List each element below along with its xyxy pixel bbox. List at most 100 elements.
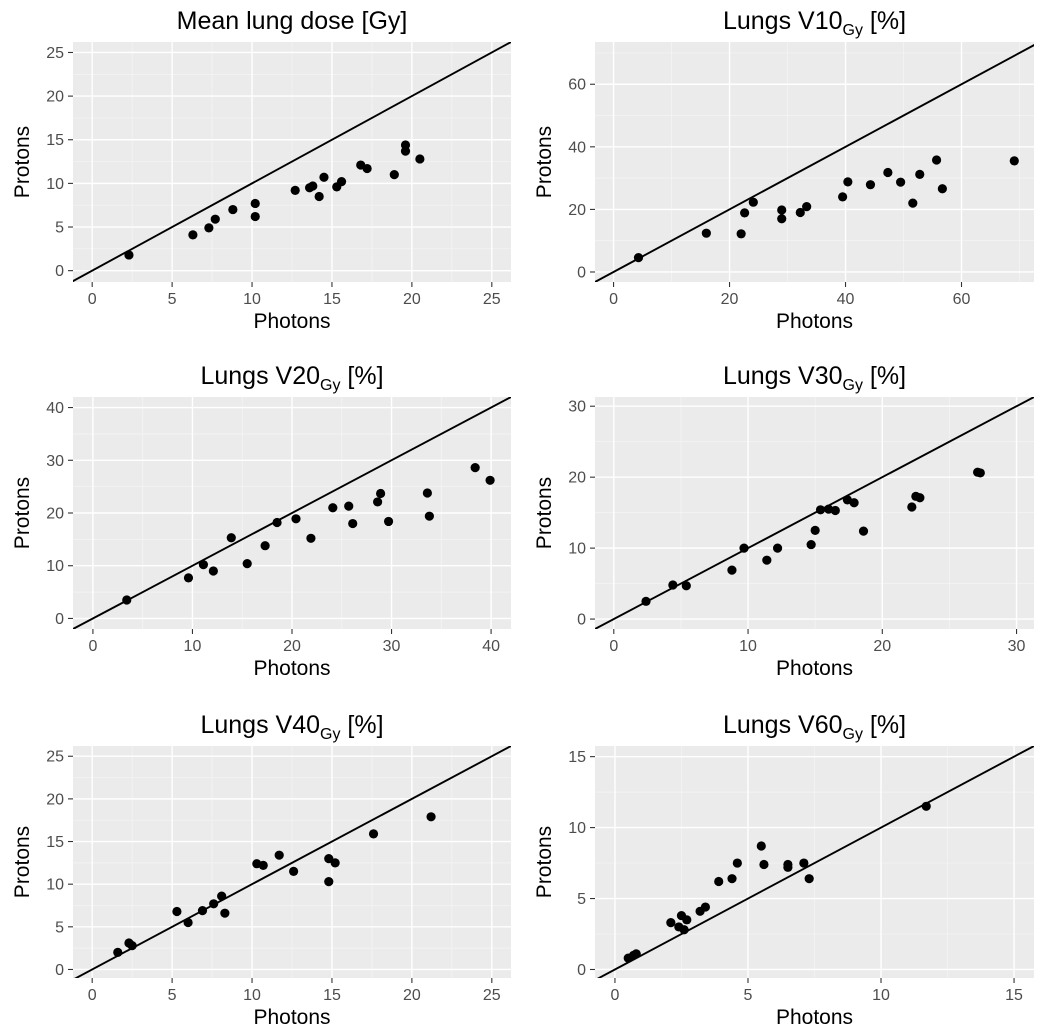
- data-point: [400, 146, 411, 156]
- identity-reference-line: [595, 44, 1034, 282]
- chart-panel-3: 0 10 20 30 40 0 10 20 30 40 Lungs V20Gy [%] Photons…: [11, 362, 511, 680]
- x-tick-label: 10: [739, 638, 757, 655]
- panel-title-subscript: Gy: [320, 726, 340, 743]
- x-tick-label: 25: [483, 291, 501, 308]
- panel-title-subscript: Gy: [843, 726, 863, 743]
- panel-title: Mean lung dose [Gy]: [177, 7, 408, 35]
- data-point: [288, 866, 299, 876]
- y-axis-title: Protons: [11, 126, 34, 198]
- data-point: [113, 947, 123, 958]
- x-axis-title: Photons: [776, 1006, 853, 1029]
- identity-reference-line: [73, 42, 511, 282]
- data-point: [748, 197, 758, 207]
- chart-panel-5: 0 5 10 15 20 25 0 5 10 15 20 25 Lungs V40Gy [%] Photo…: [11, 711, 511, 1029]
- data-point: [772, 543, 783, 553]
- y-tick-label: 40: [568, 139, 586, 156]
- x-tick-label: 20: [721, 291, 739, 308]
- data-point: [290, 185, 300, 195]
- data-point: [188, 230, 198, 240]
- data-point: [714, 876, 724, 887]
- x-tick-label: 10: [872, 987, 890, 1004]
- data-point: [727, 565, 737, 575]
- data-point: [732, 858, 742, 868]
- x-tick-label: 0: [88, 987, 97, 1004]
- y-tick-label: 25: [46, 45, 64, 62]
- data-point: [810, 525, 820, 535]
- y-tick-label: 30: [46, 453, 64, 470]
- data-point: [368, 829, 379, 839]
- data-point: [777, 205, 787, 215]
- y-tick-label: 15: [568, 749, 586, 766]
- x-tick-label: 25: [483, 987, 501, 1004]
- data-point: [666, 918, 676, 928]
- data-point: [373, 497, 383, 507]
- data-point: [485, 475, 495, 485]
- data-point: [633, 252, 644, 263]
- identity-reference-line: [73, 397, 511, 629]
- data-point: [668, 580, 678, 590]
- x-axis-title: Photons: [253, 657, 330, 680]
- data-point: [799, 858, 809, 868]
- x-tick-label: 10: [243, 291, 261, 308]
- x-tick-label: 15: [323, 291, 341, 308]
- panel-title-main: Lungs V40: [200, 711, 320, 739]
- x-tick-label: 40: [837, 291, 855, 308]
- data-point: [389, 170, 399, 180]
- y-tick-label: 5: [577, 891, 586, 908]
- y-tick-label: 10: [46, 877, 64, 894]
- data-point: [937, 184, 947, 194]
- chart-panel-6: 0 5 10 15 0 5 10 15 Lungs V60Gy [%] Photons Proton…: [533, 711, 1034, 1029]
- data-point: [830, 505, 840, 516]
- x-tick-label: 20: [873, 638, 891, 655]
- data-point: [424, 511, 434, 521]
- panel-title-unit: [%]: [340, 362, 383, 390]
- panel-title: Lungs V20Gy [%]: [200, 362, 383, 394]
- y-tick-label: 10: [46, 558, 64, 575]
- y-tick-label: 25: [46, 749, 64, 766]
- panel-title-main: Mean lung dose [Gy]: [177, 7, 408, 35]
- data-point: [907, 502, 917, 512]
- y-tick-label: 5: [55, 220, 64, 237]
- chart-panel-1: 0 5 10 15 20 25 0 5 10 15 20 25 Mean lung dose [Gy] P…: [11, 7, 511, 333]
- x-tick-label: 20: [403, 987, 421, 1004]
- data-point: [1009, 156, 1019, 166]
- data-point: [242, 559, 252, 569]
- y-axis-title: Protons: [533, 126, 556, 198]
- data-point: [838, 192, 848, 202]
- y-tick-label: 20: [568, 202, 586, 219]
- data-point: [762, 555, 772, 565]
- identity-reference-line: [74, 746, 511, 978]
- x-tick-label: 5: [168, 987, 177, 1004]
- data-point: [883, 167, 893, 178]
- data-point: [756, 841, 766, 851]
- data-point: [631, 949, 641, 959]
- y-tick-label: 10: [568, 820, 586, 837]
- y-tick-label: 10: [46, 176, 64, 193]
- x-tick-label: 5: [744, 987, 753, 1004]
- x-tick-label: 10: [184, 638, 202, 655]
- data-point: [344, 501, 354, 511]
- y-axis-title: Protons: [533, 477, 556, 549]
- x-tick-label: 15: [1005, 987, 1023, 1004]
- data-point: [736, 229, 746, 239]
- data-point: [795, 207, 805, 218]
- panel-title-main: Lungs V60: [723, 711, 843, 739]
- x-tick-label: 30: [1008, 638, 1026, 655]
- data-point: [759, 859, 769, 870]
- chart-panel-2: 0 20 40 60 0 20 40 60 Lungs V10Gy [%] Photons Prot…: [533, 7, 1034, 333]
- panel-title-unit: [%]: [863, 7, 906, 35]
- data-point: [815, 505, 826, 515]
- y-tick-label: 20: [46, 506, 64, 523]
- x-tick-label: 20: [403, 291, 421, 308]
- panel-title-main: Lungs V30: [723, 362, 843, 390]
- data-point: [740, 208, 750, 218]
- x-tick-label: 40: [482, 638, 500, 655]
- data-point: [804, 874, 814, 884]
- data-point: [217, 891, 227, 901]
- data-point: [362, 163, 372, 174]
- panel-title: Lungs V40Gy [%]: [200, 711, 383, 743]
- data-point: [198, 560, 209, 570]
- y-tick-label: 15: [46, 834, 64, 851]
